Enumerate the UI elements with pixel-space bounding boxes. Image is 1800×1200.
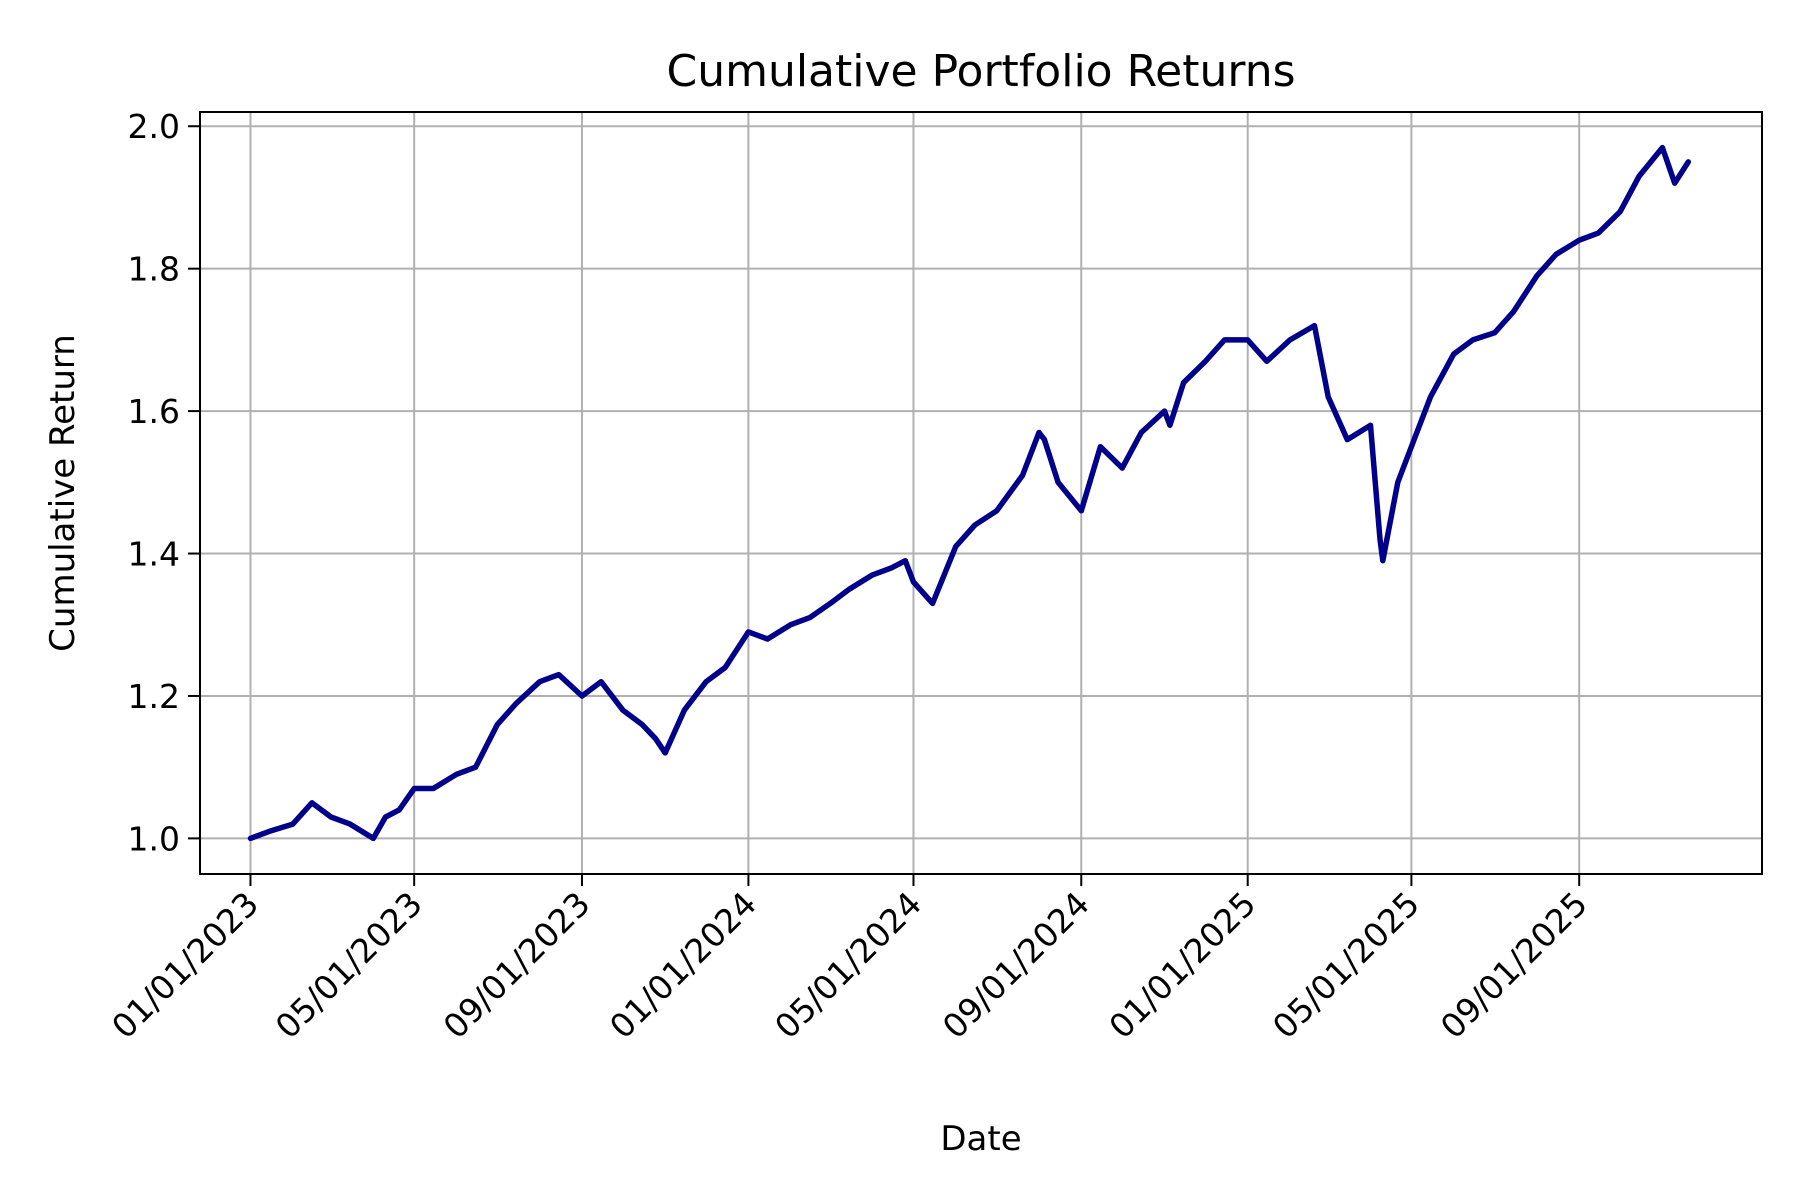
y-tick-label: 1.6 (128, 392, 180, 431)
y-tick-label: 1.4 (128, 535, 180, 574)
y-tick-label: 1.8 (128, 250, 180, 289)
chart-title: Cumulative Portfolio Returns (666, 46, 1295, 97)
series-layer (247, 144, 1692, 842)
plot-frame (199, 111, 1763, 875)
y-tick-labels: 1.0 1.2 1.4 1.6 1.8 2.0 (128, 107, 180, 858)
axis-ticks (188, 125, 1581, 886)
cumulative-return-line (247, 144, 1692, 842)
y-axis-label: Cumulative Return (43, 334, 83, 652)
y-tick-label: 2.0 (128, 107, 180, 146)
y-tick-label: 1.0 (128, 819, 180, 858)
x-axis-label: Date (940, 1119, 1021, 1159)
y-tick-label: 1.2 (128, 677, 180, 716)
